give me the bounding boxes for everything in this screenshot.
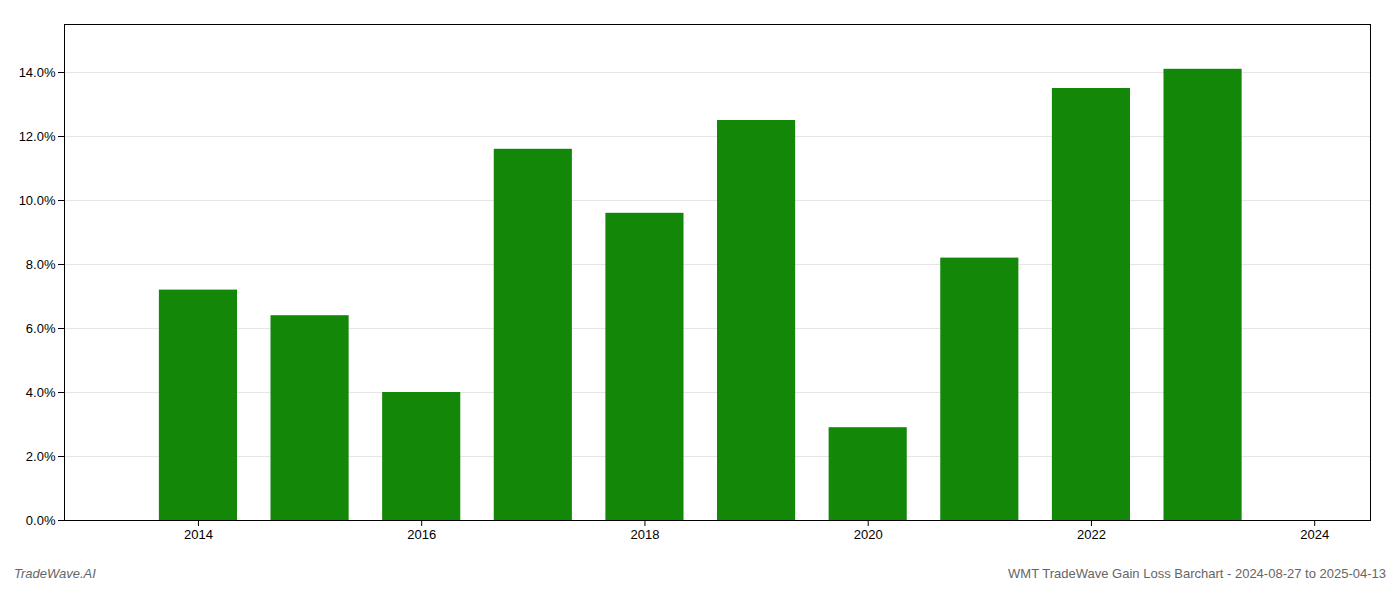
svg-text:12.0%: 12.0% xyxy=(19,129,56,144)
svg-text:2014: 2014 xyxy=(184,527,213,542)
html-text:WMT TradeWave Gain Loss Barcha: WMT TradeWave Gain Loss Barchart - 2024-… xyxy=(1008,566,1386,581)
html-text:TradeWave.AI: TradeWave.AI xyxy=(14,566,96,581)
svg-text:4.0%: 4.0% xyxy=(26,385,56,400)
svg-text:2020: 2020 xyxy=(854,527,883,542)
svg-text:0.0%: 0.0% xyxy=(26,513,56,528)
svg-text:14.0%: 14.0% xyxy=(19,65,56,80)
svg-text:8.0%: 8.0% xyxy=(26,257,56,272)
svg-text:6.0%: 6.0% xyxy=(26,321,56,336)
svg-text:2.0%: 2.0% xyxy=(26,449,56,464)
svg-text:2024: 2024 xyxy=(1300,527,1329,542)
svg-text:2022: 2022 xyxy=(1077,527,1106,542)
svg-text:2018: 2018 xyxy=(630,527,659,542)
svg-text:2016: 2016 xyxy=(407,527,436,542)
svg-text:10.0%: 10.0% xyxy=(19,193,56,208)
